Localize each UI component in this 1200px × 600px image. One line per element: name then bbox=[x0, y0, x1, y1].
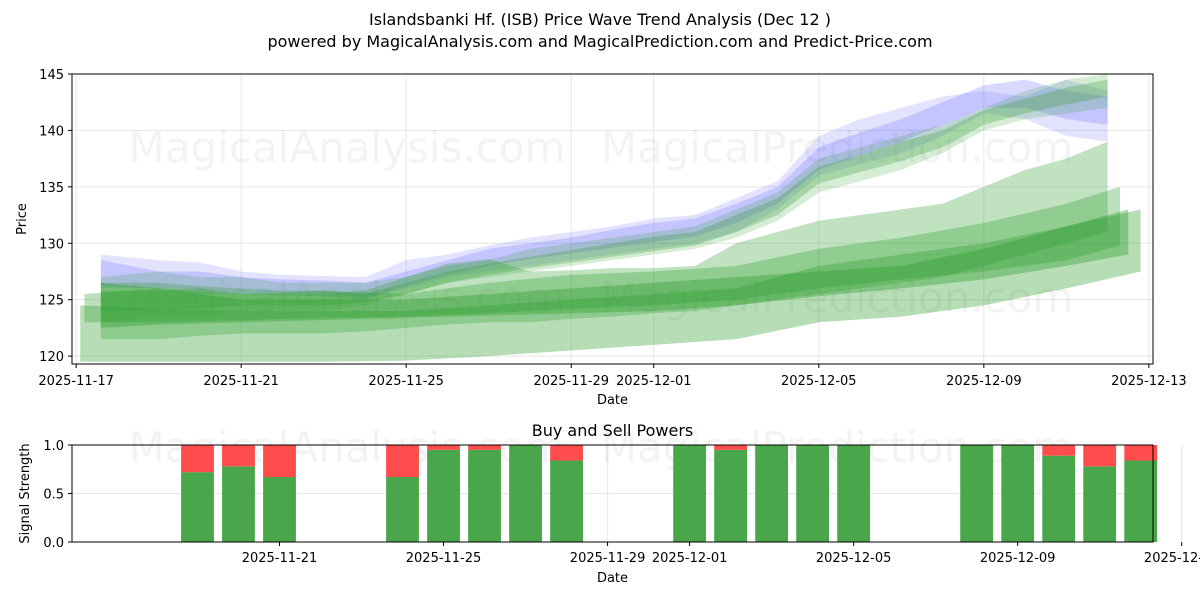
watermark: MagicalPrediction.com bbox=[601, 273, 1074, 322]
buy-bar bbox=[427, 449, 460, 542]
buy-bar bbox=[1042, 455, 1076, 542]
buy-bar bbox=[837, 445, 871, 542]
y-tick-label: 125 bbox=[39, 294, 64, 309]
sell-bar bbox=[1083, 445, 1117, 467]
buy-bar bbox=[468, 449, 501, 542]
y-tick-label: 1.0 bbox=[43, 439, 64, 454]
x-axis-label: Date bbox=[597, 393, 628, 408]
wave-band-green-5 bbox=[100, 141, 1108, 340]
buy-bar bbox=[1083, 466, 1117, 542]
x-tick-label: 2025-12-05 bbox=[781, 374, 857, 389]
buy-bar bbox=[550, 460, 583, 542]
buy-bar bbox=[1124, 460, 1158, 542]
wave-band-green-6 bbox=[84, 186, 1120, 323]
x-tick-label: 2025-11-25 bbox=[368, 374, 444, 389]
y-tick-label: 120 bbox=[39, 350, 64, 365]
buy-bar bbox=[181, 472, 214, 542]
sell-bar bbox=[263, 445, 296, 478]
buy-bar bbox=[386, 477, 419, 542]
wave-band-blue-2 bbox=[100, 79, 1108, 300]
buy-bar bbox=[509, 445, 542, 542]
x-tick-label: 2025-12-05 bbox=[816, 551, 892, 566]
x-tick-label: 2025-12-01 bbox=[616, 374, 692, 389]
buy-bar bbox=[1001, 445, 1035, 542]
x-tick-label: 2025-12-13 bbox=[1144, 551, 1200, 566]
wave-band-green-7 bbox=[100, 209, 1129, 328]
y-tick-label: 145 bbox=[39, 68, 64, 83]
watermark: MagicalAnalysis.com bbox=[129, 123, 566, 172]
buy-bar bbox=[755, 445, 789, 542]
sell-bar bbox=[1124, 445, 1158, 461]
x-tick-label: 2025-11-29 bbox=[533, 374, 609, 389]
buy-bar bbox=[222, 466, 255, 542]
x-tick-label: 2025-11-25 bbox=[406, 551, 482, 566]
buy-bar bbox=[673, 445, 707, 542]
price-plot-frame bbox=[71, 73, 1154, 365]
watermark: MagicalPrediction.com bbox=[601, 123, 1074, 172]
x-tick-label: 2025-11-29 bbox=[570, 551, 646, 566]
sell-bar bbox=[181, 445, 214, 473]
watermark: MagicalAnalysis.com bbox=[129, 273, 566, 322]
x-tick-label: 2025-12-09 bbox=[980, 551, 1056, 566]
sell-bar bbox=[550, 445, 583, 461]
x-tick-label: 2025-11-21 bbox=[242, 551, 318, 566]
wave-band-green-3 bbox=[100, 74, 1108, 323]
sell-bar bbox=[468, 445, 501, 450]
wave-band-blue-1 bbox=[100, 79, 1108, 298]
sell-bar bbox=[222, 445, 255, 467]
x-axis-label: Date bbox=[597, 571, 628, 586]
y-tick-label: 0.5 bbox=[43, 488, 64, 503]
signal-chart: MagicalAnalysis.com MagicalPrediction.com… bbox=[18, 421, 1200, 586]
sell-bar bbox=[386, 445, 419, 478]
buy-bar bbox=[714, 449, 748, 542]
buy-bar bbox=[796, 445, 830, 542]
chart-title-line2: powered by MagicalAnalysis.com and Magic… bbox=[267, 32, 932, 51]
y-tick-label: 135 bbox=[39, 181, 64, 196]
sell-bar bbox=[714, 445, 748, 450]
x-tick-label: 2025-12-01 bbox=[652, 551, 728, 566]
sell-bar bbox=[1042, 445, 1076, 456]
x-tick-label: 2025-12-09 bbox=[946, 374, 1022, 389]
buy-bar bbox=[263, 477, 296, 542]
y-axis-label: Price bbox=[15, 203, 30, 235]
wave-band-green-8 bbox=[80, 209, 1141, 362]
price-chart: MagicalAnalysis.com MagicalPrediction.com… bbox=[15, 68, 1187, 408]
x-tick-label: 2025-11-21 bbox=[203, 374, 279, 389]
signal-chart-title: Buy and Sell Powers bbox=[532, 421, 694, 440]
y-tick-label: 130 bbox=[39, 237, 64, 252]
sell-bar bbox=[427, 445, 460, 450]
y-axis-label: Signal Strength bbox=[18, 443, 33, 543]
chart-title-line1: Islandsbanki Hf. (ISB) Price Wave Trend … bbox=[369, 10, 831, 29]
y-tick-label: 140 bbox=[39, 124, 64, 139]
x-tick-label: 2025-11-17 bbox=[38, 374, 114, 389]
wave-band-green-4 bbox=[100, 79, 1108, 311]
y-tick-label: 0.0 bbox=[43, 536, 64, 551]
buy-bar bbox=[960, 445, 994, 542]
x-tick-label: 2025-12-13 bbox=[1111, 374, 1187, 389]
